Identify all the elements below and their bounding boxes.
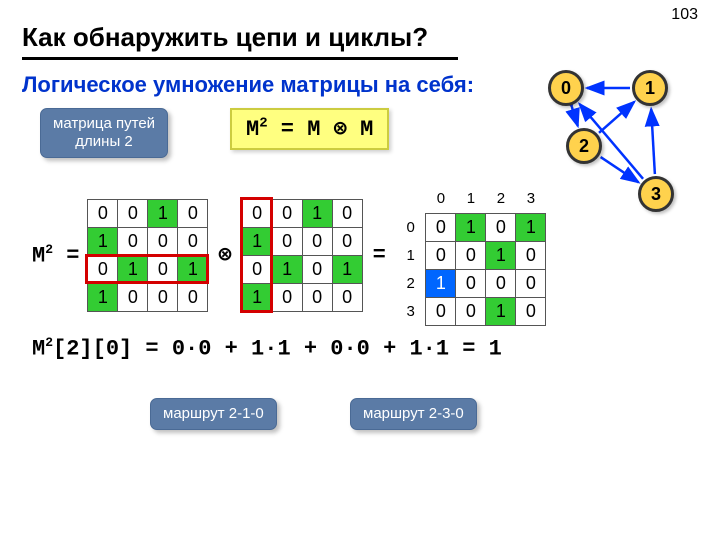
op-equals: = [373, 243, 386, 268]
matrix-cell: 0 [88, 199, 118, 227]
matrix-cell: 0 [118, 227, 148, 255]
matrix-table: 0010100001011000 [242, 199, 363, 312]
callout-route-210: маршрут 2-1-0 [150, 398, 277, 430]
graph-edge [651, 109, 655, 174]
col-header: 1 [456, 185, 486, 213]
matrix-cell: 0 [426, 241, 456, 269]
matrix-cell: 0 [272, 227, 302, 255]
row-header: 1 [396, 241, 426, 269]
page-title: Как обнаружить цепи и циклы? [22, 22, 458, 60]
matrix-cell: 1 [178, 255, 208, 283]
matrix-b-wrap: 0010100001011000 [242, 199, 363, 312]
subtitle: Логическое умножение матрицы на себя: [22, 72, 474, 98]
matrix-cell: 1 [272, 255, 302, 283]
matrix-cell: 0 [486, 213, 516, 241]
matrix-table: 012300101100102100030010 [396, 185, 547, 326]
matrix-cell: 0 [332, 199, 362, 227]
op-tensor: ⊗ [218, 242, 231, 268]
formula-text: M2 = M ⊗ M [246, 117, 373, 142]
matrix-cell: 0 [148, 255, 178, 283]
matrix-cell: 1 [486, 241, 516, 269]
matrix-cell: 0 [426, 297, 456, 325]
graph-edge [572, 107, 578, 126]
graph-edge [599, 102, 634, 133]
matrix-cell: 0 [302, 255, 332, 283]
matrix-cell: 1 [456, 213, 486, 241]
matrix-cell: 0 [516, 297, 546, 325]
matrix-cell: 1 [332, 255, 362, 283]
matrix-cell: 1 [242, 283, 272, 311]
row-header: 0 [396, 213, 426, 241]
row-header: 2 [396, 269, 426, 297]
matrix-cell: 1 [88, 283, 118, 311]
matrix-c-wrap: 012300101100102100030010 [396, 185, 547, 326]
matrix-table: 0010100001011000 [87, 199, 208, 312]
matrix-cell: 0 [456, 297, 486, 325]
matrix-cell: 1 [242, 227, 272, 255]
matrix-cell: 0 [302, 283, 332, 311]
matrix-cell: 0 [178, 283, 208, 311]
matrix-cell: 0 [516, 269, 546, 297]
matrix-cell: 0 [272, 283, 302, 311]
graph-node-3: 3 [638, 176, 674, 212]
matrix-cell: 0 [118, 199, 148, 227]
matrix-cell: 0 [272, 199, 302, 227]
matrix-cell: 0 [148, 283, 178, 311]
graph-node-2: 2 [566, 128, 602, 164]
matrix-cell: 0 [486, 269, 516, 297]
graph-node-1: 1 [632, 70, 668, 106]
matrix-cell: 0 [516, 241, 546, 269]
matrix-a-wrap: 0010100001011000 [87, 199, 208, 312]
matrix-cell: 0 [426, 213, 456, 241]
matrix-cell: 0 [178, 227, 208, 255]
matrix-cell: 0 [332, 227, 362, 255]
matrix-cell: 1 [426, 269, 456, 297]
calc-expression: M2[2][0] = 0·0 + 1·1 + 0·0 + 1·1 = 1 [32, 335, 502, 361]
matrix-cell: 0 [148, 227, 178, 255]
callout-paths-length-2: матрица путейдлины 2 [40, 108, 168, 158]
graph-node-0: 0 [548, 70, 584, 106]
label-m2-equals: M2 = [32, 242, 79, 268]
matrix-cell: 0 [332, 283, 362, 311]
matrix-cell: 0 [456, 269, 486, 297]
graph-edge [601, 157, 639, 182]
matrix-cell: 0 [88, 255, 118, 283]
col-header: 2 [486, 185, 516, 213]
matrix-cell: 1 [302, 199, 332, 227]
matrix-cell: 0 [302, 227, 332, 255]
matrix-cell: 1 [88, 227, 118, 255]
matrix-cell: 0 [242, 199, 272, 227]
matrix-cell: 0 [118, 283, 148, 311]
matrix-cell: 1 [516, 213, 546, 241]
col-header: 3 [516, 185, 546, 213]
matrix-cell: 1 [148, 199, 178, 227]
col-header: 0 [426, 185, 456, 213]
callout-route-230: маршрут 2-3-0 [350, 398, 477, 430]
matrix-cell: 1 [486, 297, 516, 325]
matrix-cell: 0 [456, 241, 486, 269]
row-header: 3 [396, 297, 426, 325]
matrices-row: M2 = 0010100001011000 ⊗ 0010100001011000… [32, 185, 546, 326]
matrix-cell: 0 [242, 255, 272, 283]
page-number: 103 [671, 6, 698, 24]
matrix-cell: 1 [118, 255, 148, 283]
formula-box: M2 = M ⊗ M [230, 108, 389, 150]
matrix-cell: 0 [178, 199, 208, 227]
